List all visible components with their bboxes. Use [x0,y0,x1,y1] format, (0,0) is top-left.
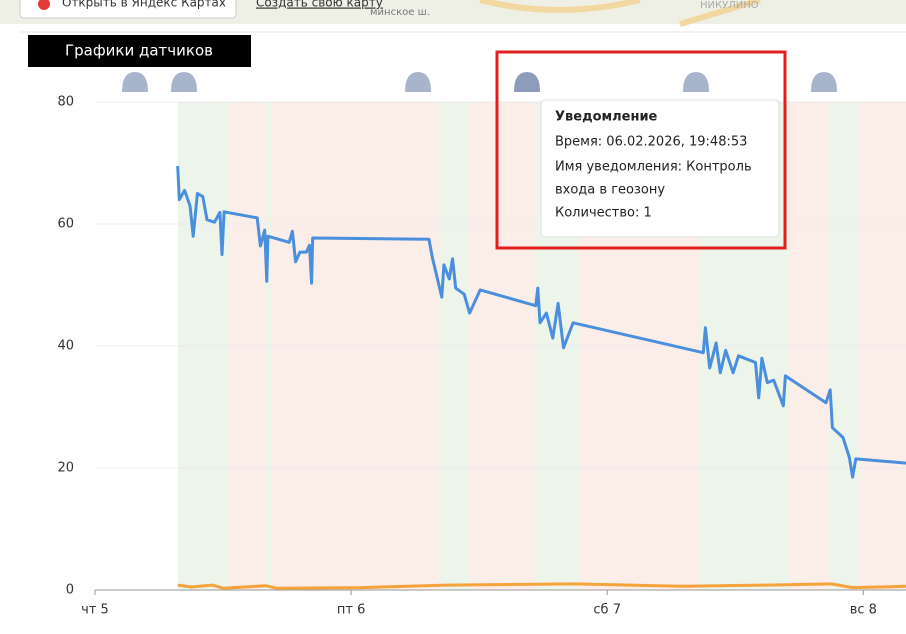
bell[interactable] [683,72,709,92]
x-tick-label: сб 7 [593,603,621,618]
tooltip-count: Количество: 1 [555,206,652,221]
tab[interactable] [28,35,251,67]
map-button[interactable] [19,0,237,19]
tooltip: Уведомление Время: 06.02.2026, 19:48:53 … [540,99,780,238]
map-pin [38,0,50,10]
series-line [177,582,906,590]
y-tick-label: 60 [57,217,74,232]
tooltip-title: Уведомление [555,110,658,125]
bell[interactable] [514,72,540,92]
series-line [176,166,906,479]
x-tick-label: пт 6 [337,603,365,618]
tooltip-time: Время: 06.02.2026, 19:48:53 [555,135,747,150]
bell[interactable] [171,72,197,92]
bell[interactable] [122,72,148,92]
tooltip-name: Имя уведомления: Контроль [555,160,752,175]
bell-icons [122,72,837,92]
tooltip-box [540,99,780,238]
bell[interactable] [811,72,837,92]
y-tick-label: 40 [57,339,74,354]
map-create-link[interactable]: Создать свою карту [256,0,383,10]
bell[interactable] [405,72,431,92]
x-tick-label: вс 8 [850,603,877,618]
y-tick-label: 20 [57,461,74,476]
map-road-label: минское ш. [370,7,430,18]
y-tick-label: 80 [57,95,74,110]
map-district-label: НИКУЛИНО [700,0,759,11]
x-tick-label: чт 5 [81,603,109,618]
tooltip-name: входа в геозону [555,183,665,198]
highlight-box [495,50,787,250]
tab-title[interactable]: Графики датчиков [65,42,213,60]
y-tick-label: 0 [66,583,74,598]
map-open-link[interactable]: Открыть в Яндекс Картах [62,0,226,10]
map-road [479,0,761,27]
